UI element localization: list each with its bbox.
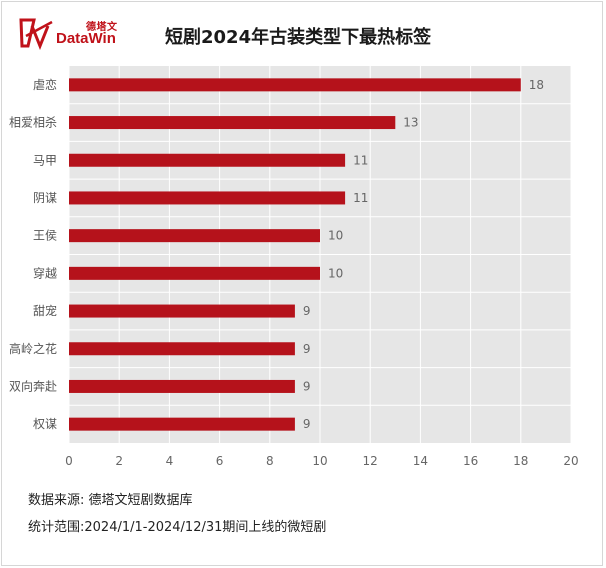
bar — [69, 417, 295, 431]
data-label: 9 — [303, 342, 311, 356]
category-label: 双向奔赴 — [9, 378, 57, 393]
category-label: 相爱相杀 — [9, 115, 57, 130]
data-label: 10 — [328, 229, 343, 243]
data-label: 9 — [303, 304, 311, 318]
bar — [69, 379, 295, 393]
x-tick-label: 2 — [115, 454, 123, 468]
data-label: 13 — [403, 116, 418, 130]
data-label: 11 — [353, 191, 368, 205]
bar — [69, 153, 346, 167]
x-tick-label: 10 — [312, 454, 327, 468]
footer-source: 数据来源: 德塔文短剧数据库 — [28, 493, 193, 508]
x-tick-label: 0 — [65, 454, 73, 468]
logo-text-cn: 德塔文 — [86, 22, 118, 33]
bar — [69, 304, 295, 318]
category-label: 王侯 — [33, 229, 57, 243]
x-tick-label: 20 — [563, 454, 578, 468]
data-label: 9 — [303, 379, 311, 393]
bar — [69, 191, 346, 205]
x-tick-label: 14 — [413, 454, 428, 468]
data-label: 9 — [303, 417, 311, 431]
data-label: 10 — [328, 266, 343, 280]
category-label: 甜宠 — [33, 303, 57, 318]
category-label: 穿越 — [33, 265, 57, 280]
category-label: 虐恋 — [33, 77, 57, 92]
bar-chart: 虐恋 18 相爱相杀 13 马甲 11 阴谋 11 王侯 10 穿越 10 甜宠 9 高岭之花 9 双向奔赴 9 权… — [9, 66, 579, 468]
x-tick-label: 12 — [363, 454, 378, 468]
datawin-logo: 德塔文 DataWin — [18, 16, 128, 50]
bar — [69, 342, 295, 356]
x-tick-label: 18 — [513, 454, 528, 468]
x-tick-label: 16 — [463, 454, 478, 468]
datawin-logo-mark-icon — [19, 18, 53, 50]
bar — [69, 266, 320, 280]
category-label: 高岭之花 — [9, 341, 57, 356]
x-tick-label: 6 — [216, 454, 224, 468]
logo-text-en: DataWin — [56, 30, 116, 47]
bar — [69, 116, 396, 130]
category-label: 阴谋 — [33, 191, 57, 205]
category-label: 马甲 — [33, 153, 57, 167]
bar — [69, 229, 320, 243]
data-label: 11 — [353, 153, 368, 167]
category-label: 权谋 — [33, 417, 57, 431]
x-tick-label: 8 — [266, 454, 274, 468]
chart-title: 短剧2024年古装类型下最热标签 — [165, 27, 432, 48]
bar — [69, 78, 521, 92]
footer-range: 统计范围:2024/1/1-2024/12/31期间上线的微短剧 — [28, 520, 327, 535]
data-label: 18 — [529, 78, 544, 92]
x-tick-label: 4 — [166, 454, 174, 468]
